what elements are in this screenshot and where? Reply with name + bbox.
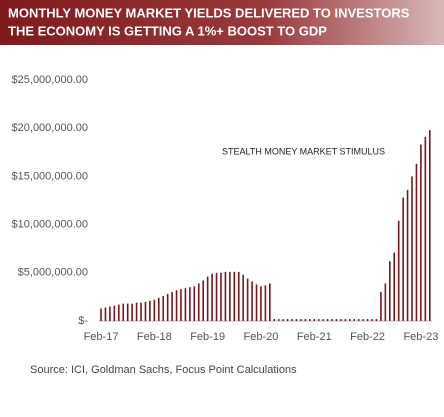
bar: [197, 283, 200, 321]
bar: [260, 286, 262, 321]
x-tick-label: Feb-20: [244, 331, 279, 343]
bar: [331, 319, 333, 321]
bar: [326, 319, 329, 321]
x-tick-label: Feb-22: [350, 331, 385, 343]
bar: [282, 319, 284, 321]
y-tick-label: $10,000,000.00: [12, 219, 88, 231]
bar: [340, 319, 342, 321]
bar: [104, 307, 107, 321]
bar: [162, 295, 165, 321]
bar: [246, 278, 249, 321]
bar: [344, 319, 347, 321]
bar: [242, 274, 244, 321]
bar: [229, 271, 231, 321]
bar: [140, 302, 142, 321]
chart-title: MONTHLY MONEY MARKET YIELDS DELIVERED TO…: [8, 5, 410, 20]
bar: [349, 319, 351, 321]
y-tick-label: $20,000,000.00: [12, 122, 88, 134]
annotation: STEALTH MONEY MARKET STIMULUS: [222, 146, 385, 156]
bar: [131, 303, 133, 321]
x-tick-label: Feb-21: [297, 331, 332, 343]
header-band: [0, 0, 444, 45]
bar: [317, 319, 320, 321]
bar: [171, 292, 173, 321]
bar: [193, 286, 196, 321]
bar: [380, 292, 382, 321]
bar: [420, 144, 422, 321]
bar: [202, 280, 205, 321]
y-tick-label: $25,000,000.00: [12, 74, 88, 86]
bar: [135, 302, 138, 321]
x-tick-label: Feb-18: [137, 331, 172, 343]
bar: [215, 272, 218, 321]
bar: [251, 281, 253, 321]
bar: [393, 252, 396, 321]
y-tick-label: $5,000,000.00: [18, 267, 88, 279]
source: Source: ICI, Goldman Sachs, Focus Point …: [30, 364, 297, 376]
bar: [304, 319, 307, 321]
bar: [166, 294, 169, 321]
bar: [313, 319, 316, 321]
bar: [206, 276, 209, 321]
bar: [286, 319, 289, 321]
bar: [411, 176, 413, 321]
bar: [384, 283, 387, 321]
bar: [309, 319, 311, 321]
bar: [388, 261, 391, 321]
y-tick-label: $-: [78, 315, 88, 327]
bar: [269, 283, 271, 321]
bar: [180, 289, 182, 321]
x-tick-label: Feb-17: [84, 331, 119, 343]
bar: [353, 319, 356, 321]
bar: [335, 319, 338, 321]
bar: [295, 319, 298, 321]
x-tick-label: Feb-19: [190, 331, 225, 343]
bar: [233, 271, 236, 321]
x-tick-label: Feb-23: [403, 331, 438, 343]
bar: [397, 220, 400, 321]
bar: [117, 304, 120, 321]
bar: [109, 306, 111, 321]
bar: [100, 308, 102, 321]
bar: [122, 303, 125, 321]
bar: [237, 271, 240, 321]
bar: [277, 319, 280, 321]
bar: [189, 287, 191, 321]
y-tick-label: $15,000,000.00: [12, 170, 88, 182]
bar: [406, 189, 409, 321]
bar: [362, 319, 364, 321]
bar: [184, 288, 187, 321]
bar: [157, 297, 160, 321]
bar: [300, 319, 302, 321]
bar: [357, 319, 360, 321]
bar: [113, 305, 116, 321]
bar: [322, 319, 324, 321]
bar: [224, 271, 227, 321]
bar: [428, 130, 431, 321]
bar: [366, 319, 369, 321]
bar: [402, 197, 404, 321]
bar: [211, 273, 213, 321]
bar: [126, 303, 129, 321]
bar: [291, 319, 293, 321]
bar: [424, 136, 427, 321]
bar: [149, 300, 151, 321]
bar: [273, 319, 276, 321]
bar: [371, 319, 373, 321]
bar: [153, 299, 156, 321]
bar: [144, 301, 147, 321]
bar: [175, 290, 178, 321]
bar: [255, 284, 258, 321]
chart-subtitle: THE ECONOMY IS GETTING A 1%+ BOOST TO GD…: [8, 23, 327, 38]
bar: [220, 272, 222, 321]
bar: [375, 319, 378, 321]
bar: [264, 285, 267, 321]
bar: [415, 163, 418, 321]
